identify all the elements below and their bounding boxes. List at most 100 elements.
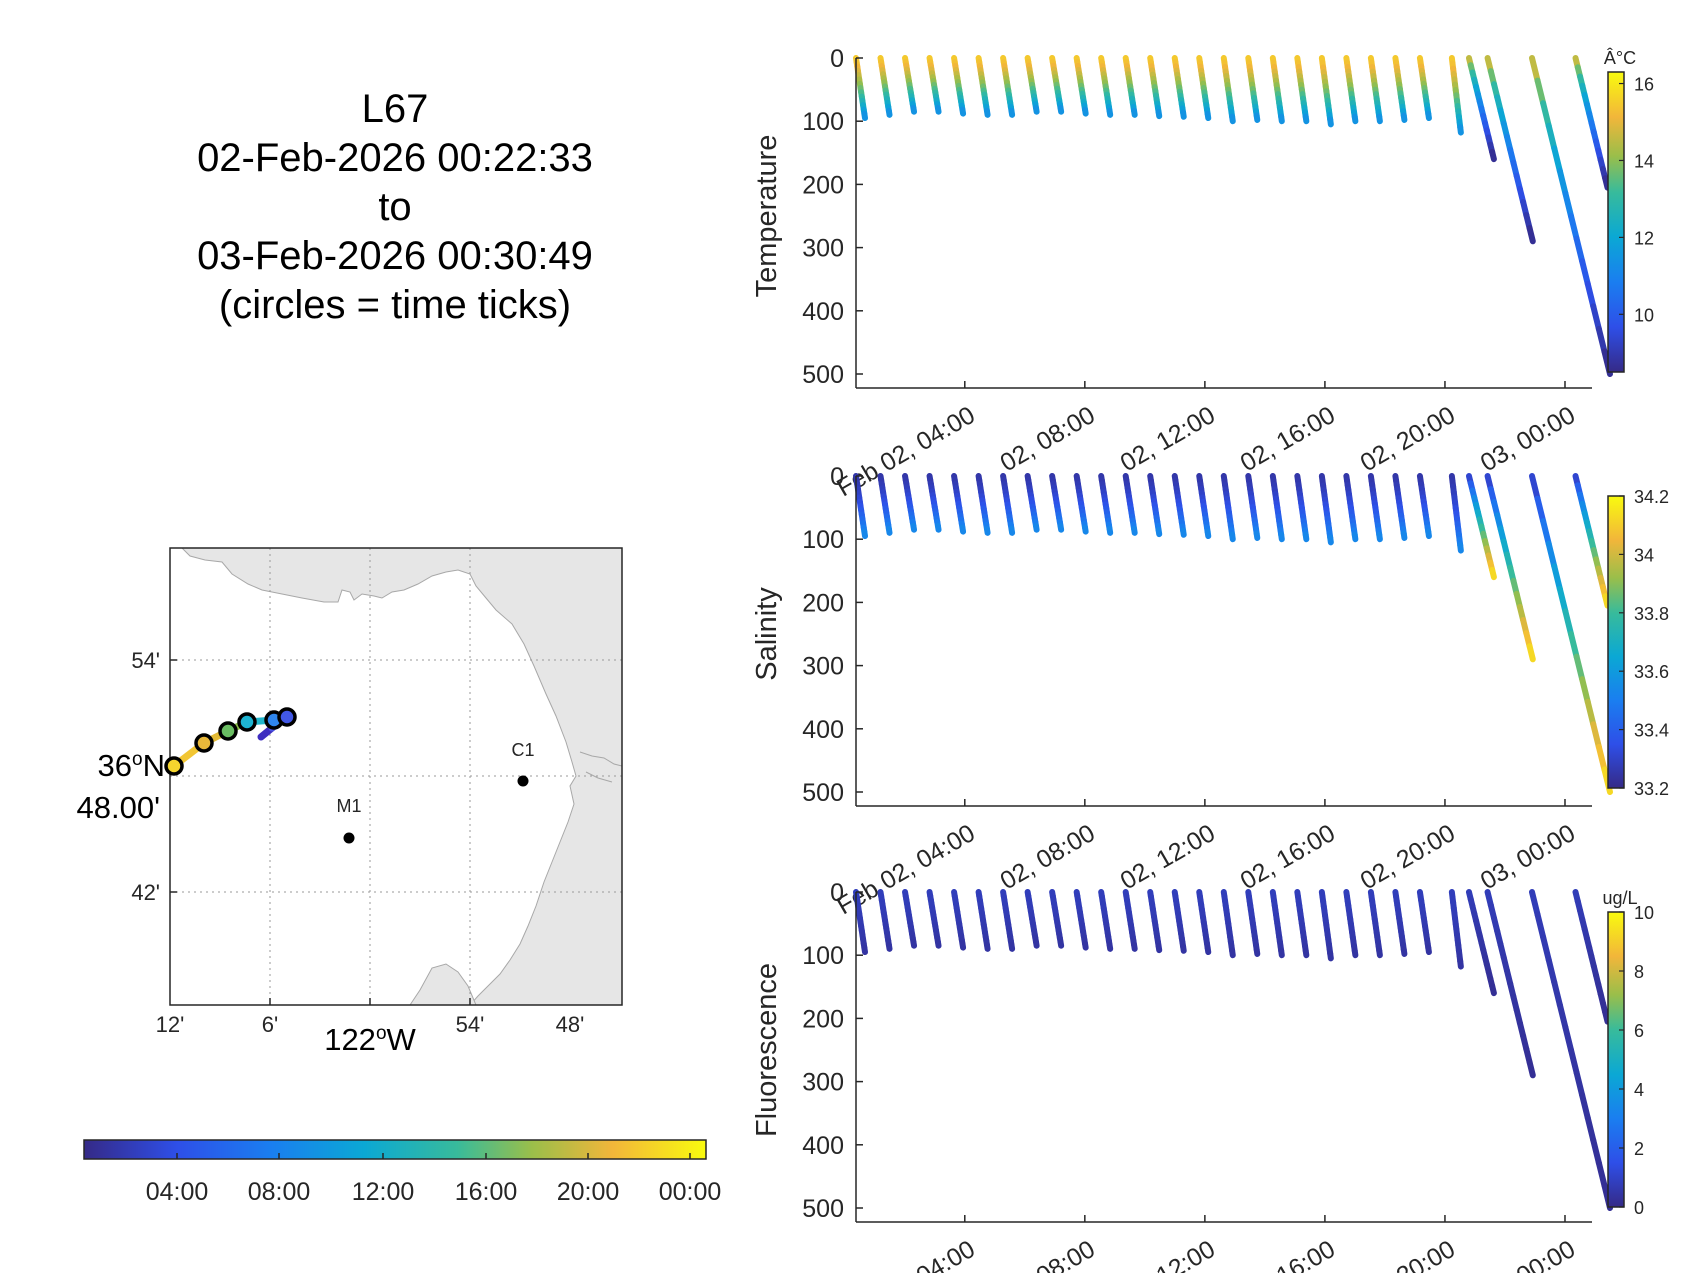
profile-segment: [861, 944, 869, 956]
profile-segment: [1131, 525, 1138, 536]
profile-segment: [1400, 530, 1408, 541]
figure-title: L67 02-Feb-2026 00:22:33 to 03-Feb-2026 …: [150, 85, 640, 330]
profile: [1416, 473, 1432, 540]
time-colorbar-tick: 20:00: [557, 1178, 620, 1206]
river-inlet: [579, 751, 622, 767]
profile: [1122, 889, 1138, 952]
lat-tick-54: 54': [131, 648, 160, 673]
profile-segment: [1351, 947, 1359, 959]
profile-segment: [1180, 109, 1187, 120]
profile-segment: [1278, 947, 1285, 959]
profile: [1343, 889, 1359, 959]
profile: [1122, 473, 1138, 536]
profile-segment: [1489, 566, 1497, 581]
profile-segment: [885, 941, 893, 952]
profile-segment: [1106, 941, 1114, 952]
profile-segment: [1534, 77, 1547, 107]
circles-note: (circles = time ticks): [218, 283, 572, 327]
y-tick-label: 200: [802, 171, 844, 199]
y-axis-label: Fluorescence: [751, 963, 783, 1137]
profile: [853, 889, 869, 956]
profile-segment: [1602, 1009, 1611, 1025]
end-time: 03-Feb-2026 00:30:49: [197, 234, 593, 278]
y-tick-label: 500: [802, 361, 844, 389]
profile-segment: [1008, 107, 1016, 118]
profile-segment: [1204, 528, 1212, 540]
profile: [1245, 55, 1261, 123]
profile-segment: [1229, 531, 1236, 543]
profile-segment: [1573, 1069, 1586, 1099]
colorbar-gradient: [1607, 71, 1625, 373]
profile: [951, 889, 967, 951]
profile-segment: [1008, 525, 1016, 536]
profile-segment: [1584, 1114, 1597, 1144]
profile-segment: [1556, 1001, 1569, 1031]
profile: [1000, 889, 1016, 952]
profile: [1465, 473, 1497, 581]
time-colorbar-tick: 12:00: [352, 1178, 415, 1206]
profile-segment: [1567, 631, 1580, 660]
profile-segment: [983, 941, 991, 952]
y-axis-label: Salinity: [751, 587, 783, 681]
profile: [1572, 473, 1611, 609]
profile-segment: [1534, 911, 1547, 941]
profile: [1245, 473, 1261, 541]
profile-segment: [1545, 122, 1558, 152]
x-tick-label: 02, 08:00: [996, 401, 1100, 477]
x-tick-label: 03, 00:00: [1476, 1235, 1580, 1273]
profile-segment: [1351, 113, 1359, 125]
river-inlet-2: [585, 771, 613, 783]
profile: [1294, 55, 1310, 125]
lon-main-deg: 122: [324, 1022, 376, 1057]
profile: [1343, 473, 1359, 543]
lat-main-label: 36oN: [98, 748, 165, 783]
profile: [1024, 889, 1040, 949]
lat-main-suffix: N: [143, 748, 165, 783]
profile-segment: [934, 938, 942, 949]
colorbar-tick-label: 33.4: [1634, 721, 1669, 741]
profile: [1367, 55, 1383, 125]
profile-segment: [1528, 473, 1541, 502]
profile: [1196, 473, 1212, 540]
profile: [1147, 889, 1163, 954]
track-map: 54' 42' 36oN 48.00' 12' 6' 54' 48' 122oW…: [77, 547, 623, 1057]
station-c1-marker: [517, 775, 529, 787]
profile: [1000, 473, 1016, 536]
profile-segment: [1400, 112, 1408, 123]
lat-main-deg: 36: [98, 748, 132, 783]
profile: [1049, 473, 1065, 533]
x-tick-label: Feb 02, 04:00: [832, 1235, 980, 1273]
profile: [951, 55, 967, 117]
profile-segment: [1489, 982, 1497, 997]
profile-segment: [1573, 653, 1586, 683]
profile: [1147, 55, 1163, 120]
colorbar-gradient: [1607, 495, 1625, 789]
profile: [1220, 55, 1236, 125]
time-colorbar-tick: 00:00: [659, 1178, 722, 1206]
profile-segment: [885, 107, 893, 118]
profile: [1367, 473, 1383, 543]
profile-segment: [1032, 522, 1040, 533]
profile: [1024, 55, 1040, 115]
profile-segment: [1057, 522, 1065, 533]
y-tick-label: 500: [802, 1195, 844, 1223]
profile: [926, 889, 942, 949]
profile: [1269, 473, 1285, 543]
profile-segment: [1562, 608, 1574, 637]
profile-segment: [1567, 213, 1580, 242]
colorbar-tick-label: 8: [1634, 962, 1644, 982]
time-tick-circle: [237, 712, 257, 732]
profile: [1098, 473, 1114, 536]
profile-segment: [1534, 495, 1547, 525]
profile-segment: [1540, 518, 1552, 547]
profile-segment: [1545, 540, 1558, 570]
colorbar-tick-label: 14: [1634, 151, 1654, 171]
colorbar-tick-label: 2: [1634, 1139, 1644, 1159]
y-tick-label: 400: [802, 716, 844, 744]
station-c1-label: C1: [511, 740, 534, 760]
profile: [1196, 55, 1212, 122]
time-tick-circle: [164, 756, 184, 776]
y-tick-label: 300: [802, 1069, 844, 1097]
profile-segment: [1425, 528, 1432, 540]
x-tick-label: 02, 12:00: [1116, 819, 1220, 895]
